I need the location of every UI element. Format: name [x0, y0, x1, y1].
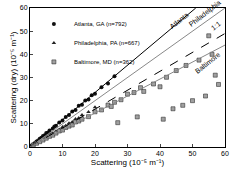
svg-text:Philadelphia: Philadelphia — [188, 0, 223, 29]
svg-text:50: 50 — [189, 150, 197, 157]
svg-text:0: 0 — [28, 150, 32, 157]
svg-text:10: 10 — [59, 150, 67, 157]
svg-text:20: 20 — [91, 150, 99, 157]
svg-text:Baltimore, MD (n=362): Baltimore, MD (n=362) — [74, 59, 135, 65]
svg-text:30: 30 — [124, 150, 132, 157]
svg-text:40: 40 — [20, 51, 28, 58]
svg-text:Scattering (dry) (10⁻⁵ m⁻¹): Scattering (dry) (10⁻⁵ m⁻¹) — [9, 31, 18, 123]
svg-text:1:1: 1:1 — [210, 20, 222, 32]
svg-text:Atlanta, GA (n=792): Atlanta, GA (n=792) — [74, 21, 127, 27]
svg-text:Scattering (10⁻⁵ m⁻¹): Scattering (10⁻⁵ m⁻¹) — [91, 158, 165, 167]
svg-text:Baltimore: Baltimore — [194, 51, 222, 75]
svg-text:20: 20 — [20, 97, 28, 104]
svg-text:60: 60 — [20, 4, 28, 11]
svg-text:Philadelphia, PA (n=667): Philadelphia, PA (n=667) — [74, 40, 140, 46]
svg-text:50: 50 — [20, 28, 28, 35]
svg-text:60: 60 — [221, 150, 229, 157]
svg-text:0: 0 — [24, 143, 28, 150]
svg-text:10: 10 — [20, 120, 28, 127]
svg-text:40: 40 — [156, 150, 164, 157]
svg-text:Atlanta: Atlanta — [168, 11, 190, 30]
svg-text:30: 30 — [20, 74, 28, 81]
